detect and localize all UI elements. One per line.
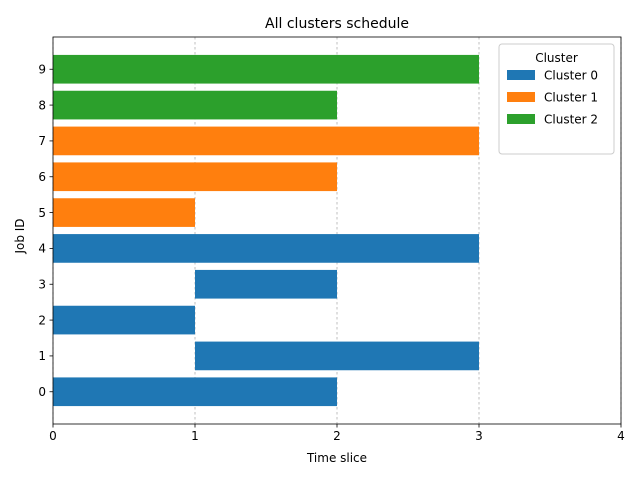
legend-entry-label: Cluster 0: [544, 69, 598, 83]
x-axis-label: Time slice: [306, 451, 367, 465]
bar-job-4: [53, 234, 479, 263]
y-axis-label: Job ID: [13, 218, 27, 254]
axes: 0 1 2 3 4 0 1 2 3 4 5 6 7 8 9: [38, 36, 625, 443]
x-tick-label: 0: [49, 429, 57, 443]
bar-job-9: [53, 54, 479, 84]
legend-entry-label: Cluster 2: [544, 113, 598, 127]
legend: Cluster Cluster 0 Cluster 1 Cluster 2: [498, 43, 615, 155]
bar-job-7: [53, 126, 479, 156]
legend-swatch: [507, 114, 535, 124]
y-tick-label: 7: [38, 134, 46, 148]
x-tick-label: 4: [617, 429, 625, 443]
bar-job-6: [53, 162, 337, 192]
x-tick-label: 1: [191, 429, 199, 443]
y-tick-label: 3: [38, 278, 46, 292]
y-tick-label: 2: [38, 313, 46, 327]
y-tick-label: 6: [38, 170, 46, 184]
legend-entry-label: Cluster 1: [544, 91, 598, 105]
bar-job-2: [53, 305, 195, 335]
y-tick-label: 9: [38, 63, 46, 77]
x-tick-label: 3: [475, 429, 483, 443]
bar-job-5: [53, 198, 195, 227]
bar-series: [53, 54, 479, 407]
bar-job-0: [53, 377, 337, 407]
legend-swatch: [507, 92, 535, 102]
x-tick-label: 2: [333, 429, 341, 443]
y-tick-label: 1: [38, 349, 46, 363]
bar-job-1: [195, 341, 479, 371]
y-tick-label: 0: [38, 385, 46, 399]
legend-swatch: [507, 70, 535, 80]
legend-title: Cluster: [535, 51, 578, 65]
y-tick-label: 5: [38, 206, 46, 220]
y-tick-label: 8: [38, 98, 46, 112]
chart-title: All clusters schedule: [265, 16, 409, 32]
y-tick-label: 4: [38, 242, 46, 256]
bar-job-3: [195, 269, 337, 299]
bar-job-8: [53, 90, 337, 120]
